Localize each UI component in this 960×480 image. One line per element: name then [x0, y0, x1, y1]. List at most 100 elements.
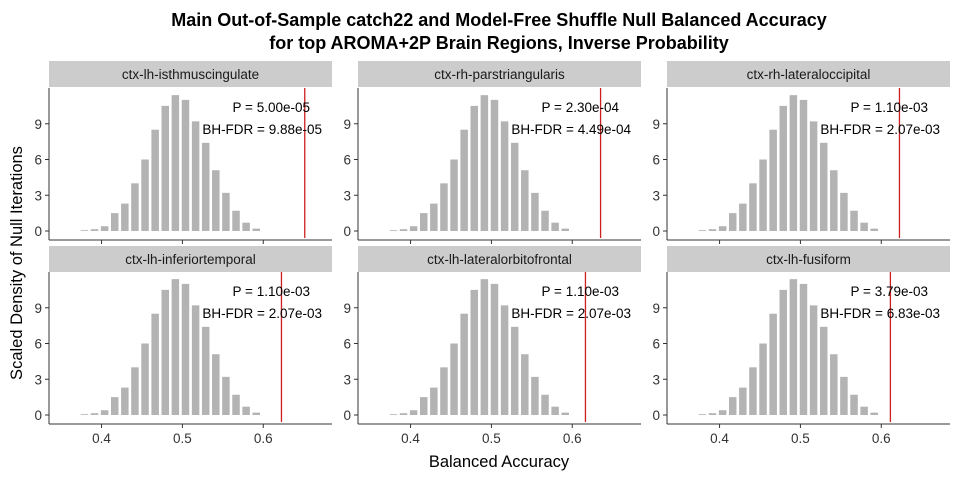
null-density-bar	[201, 326, 210, 415]
facet-strip	[667, 61, 950, 87]
y-tick-label: 3	[652, 372, 660, 387]
null-density-bar	[161, 289, 170, 415]
null-density-bar	[242, 406, 250, 415]
facet-strip	[667, 246, 950, 272]
facet-strip	[358, 61, 641, 87]
x-tick-label: 0.6	[254, 431, 273, 446]
null-density-bar	[500, 305, 509, 415]
bh-fdr-label: BH-FDR = 4.49e-04	[511, 122, 631, 137]
panel-ctx-lh-isthmuscingulate: ctx-lh-isthmuscingulate P = 5.00e-05 BH-FD…	[34, 61, 332, 244]
p-value-label: P = 3.79e-03	[851, 284, 928, 299]
facet-strip	[358, 246, 641, 272]
bh-fdr-label: BH-FDR = 9.88e-05	[202, 122, 322, 137]
null-density-bar	[389, 414, 398, 415]
null-density-bar	[171, 279, 180, 415]
null-density-bar	[510, 142, 519, 231]
x-tick-label: 0.5	[791, 431, 810, 446]
x-tick-label: 0.4	[710, 431, 729, 446]
null-density-bar	[561, 412, 569, 415]
null-density-bar	[739, 387, 747, 415]
y-tick-label: 6	[343, 337, 351, 352]
null-density-bar	[242, 222, 250, 231]
p-value-label: P = 2.30e-04	[542, 100, 620, 115]
x-tick-label: 0.4	[92, 431, 111, 446]
null-density-bar	[212, 354, 220, 415]
null-density-bar	[500, 121, 509, 231]
null-density-bar	[181, 99, 190, 232]
null-density-bar	[121, 203, 129, 231]
null-density-bar	[840, 376, 848, 415]
null-density-bar	[809, 305, 818, 415]
p-value-label: P = 1.10e-03	[542, 284, 619, 299]
null-density-bar	[399, 413, 408, 415]
null-density-bar	[161, 105, 170, 231]
y-tick-label: 0	[34, 224, 42, 239]
y-tick-label: 3	[34, 188, 42, 203]
facet-strip-label: ctx-lh-lateralorbitofrontal	[427, 252, 572, 267]
null-density-bar	[728, 397, 737, 415]
bh-fdr-label: BH-FDR = 2.07e-03	[511, 306, 631, 321]
null-density-bar	[440, 183, 448, 231]
y-axis-title: Scaled Density of Null Iterations	[8, 146, 26, 380]
y-tick-label: 6	[343, 153, 351, 168]
null-density-bar	[850, 394, 858, 415]
y-tick-label: 6	[652, 153, 660, 168]
x-tick-label: 0.4	[401, 431, 420, 446]
null-density-bar	[860, 406, 868, 415]
y-tick-label: 0	[34, 408, 42, 423]
null-density-bar	[551, 222, 559, 231]
null-density-bar	[850, 210, 858, 231]
p-value-label: P = 1.10e-03	[233, 284, 310, 299]
null-density-bar	[809, 121, 818, 231]
y-tick-label: 9	[343, 301, 351, 316]
p-value-label: P = 5.00e-05	[233, 100, 310, 115]
null-density-bar	[171, 95, 180, 232]
null-density-bar	[90, 229, 99, 231]
panel-ctx-lh-fusiform: ctx-lh-fusiform P = 3.79e-03 BH-FDR = 6.83…	[652, 246, 950, 446]
null-density-bar	[141, 343, 149, 415]
null-density-bar	[252, 412, 260, 415]
null-density-bar	[561, 228, 569, 231]
null-density-bar	[749, 183, 757, 231]
null-density-bar	[739, 203, 747, 231]
null-density-bar	[470, 289, 479, 415]
null-density-bar	[708, 229, 717, 231]
null-density-bar	[551, 406, 559, 415]
null-density-bar	[80, 414, 89, 415]
null-density-bar	[779, 105, 788, 231]
bh-fdr-label: BH-FDR = 2.07e-03	[202, 306, 322, 321]
null-density-bar	[181, 283, 190, 415]
null-density-bar	[232, 210, 240, 231]
null-density-bar	[450, 159, 458, 231]
null-density-bar	[222, 192, 230, 231]
null-density-bar	[460, 313, 468, 415]
y-tick-label: 9	[34, 117, 42, 132]
x-tick-label: 0.5	[173, 431, 192, 446]
panel-ctx-lh-inferiortemporal: ctx-lh-inferiortemporal P = 1.10e-03 BH-FD…	[34, 246, 332, 446]
null-density-bar	[490, 99, 499, 232]
null-density-bar	[110, 397, 119, 415]
null-density-bar	[430, 387, 438, 415]
null-density-bar	[769, 129, 777, 231]
null-density-bar	[151, 313, 159, 415]
null-density-bar	[708, 413, 717, 415]
panel-ctx-lh-lateralorbitofrontal: ctx-lh-lateralorbitofrontal P = 1.10e-03 B…	[343, 246, 641, 446]
null-density-bar	[100, 226, 109, 231]
null-density-bar	[480, 95, 489, 232]
null-density-bar	[860, 222, 868, 231]
null-density-bar	[440, 367, 448, 415]
x-axis-title: Balanced Accuracy	[429, 453, 570, 471]
y-tick-label: 6	[34, 337, 42, 352]
y-tick-label: 9	[34, 301, 42, 316]
y-tick-label: 0	[343, 408, 351, 423]
null-density-bar	[531, 192, 539, 231]
y-tick-label: 0	[652, 408, 660, 423]
null-density-bar	[799, 283, 808, 415]
chart-title-line-1: Main Out-of-Sample catch22 and Model-Fre…	[171, 10, 826, 30]
null-density-bar	[131, 367, 139, 415]
null-density-bar	[789, 95, 798, 232]
facet-strip	[49, 61, 332, 87]
null-density-bar	[419, 397, 428, 415]
null-density-bar	[759, 159, 767, 231]
